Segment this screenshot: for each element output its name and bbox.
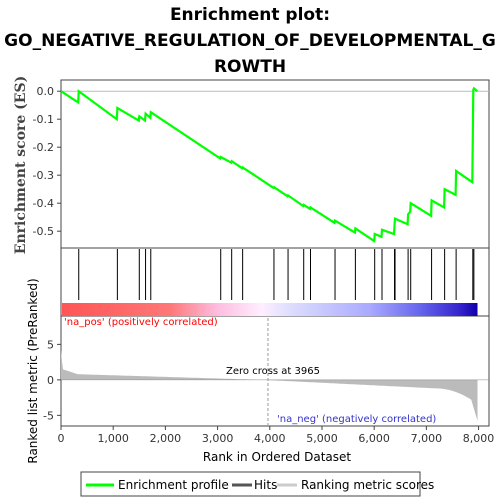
- x-tick-label-8: 8,000: [463, 432, 495, 445]
- es-tick-label-2: -0.2: [33, 141, 54, 154]
- es-panel: [60, 79, 490, 249]
- neg-correlated-label: 'na_neg' (negatively correlated): [277, 414, 436, 425]
- rank-color-bar: [62, 303, 478, 316]
- es-tick-label-0: 0.0: [37, 85, 55, 98]
- x-tick-label-1: 1,000: [97, 432, 129, 445]
- x-tick-label-7: 7,000: [411, 432, 443, 445]
- x-tick-label-4: 4,000: [254, 432, 286, 445]
- x-tick-label-2: 2,000: [150, 432, 182, 445]
- legend-metric-label: Ranking metric scores: [301, 478, 434, 492]
- hits-layer: [78, 249, 475, 300]
- legend-profile-label: Enrichment profile: [118, 478, 229, 492]
- es-tick-label-3: -0.3: [33, 169, 54, 182]
- x-tick-label-5: 5,000: [306, 432, 338, 445]
- title-line-2: GO_NEGATIVE_REGULATION_OF_DEVELOPMENTAL_…: [4, 31, 496, 51]
- x-tick-label-6: 6,000: [358, 432, 390, 445]
- enrichment-profile-line: [60, 86, 479, 243]
- metric-axis-label: Ranked list metric (PreRanked): [26, 278, 40, 463]
- es-axis-label: Enrichment score (ES): [13, 76, 29, 254]
- metric-tick-label-0: 5: [47, 338, 54, 351]
- es-tick-label-1: -0.1: [33, 113, 54, 126]
- metric-layer: [61, 318, 489, 426]
- ranking-metric-area: [61, 349, 478, 421]
- metric-panel: [60, 315, 490, 427]
- color-bar: [62, 303, 478, 316]
- x-axis-label: Rank in Ordered Dataset: [203, 450, 351, 464]
- x-tick-label-0: 0: [58, 432, 65, 445]
- title-line-3: ROWTH: [214, 57, 286, 77]
- x-tick-label-3: 3,000: [202, 432, 234, 445]
- es-tick-label-5: -0.5: [33, 225, 54, 238]
- metric-tick-label-1: 0: [47, 374, 54, 387]
- title-line-1: Enrichment plot:: [170, 5, 330, 25]
- pos-correlated-label: 'na_pos' (positively correlated): [64, 317, 218, 328]
- zero-cross-label: Zero cross at 3965: [226, 366, 320, 377]
- legend-hits-label: Hits: [254, 478, 277, 492]
- axis-layer: 0.0 -0.1 -0.2 -0.3 -0.4 -0.5 5 0 -5 0 1,000 2,000 3,…: [33, 85, 495, 445]
- es-tick-label-4: -0.4: [33, 197, 54, 210]
- es-layer: [60, 86, 489, 243]
- metric-tick-label-2: -5: [43, 409, 54, 422]
